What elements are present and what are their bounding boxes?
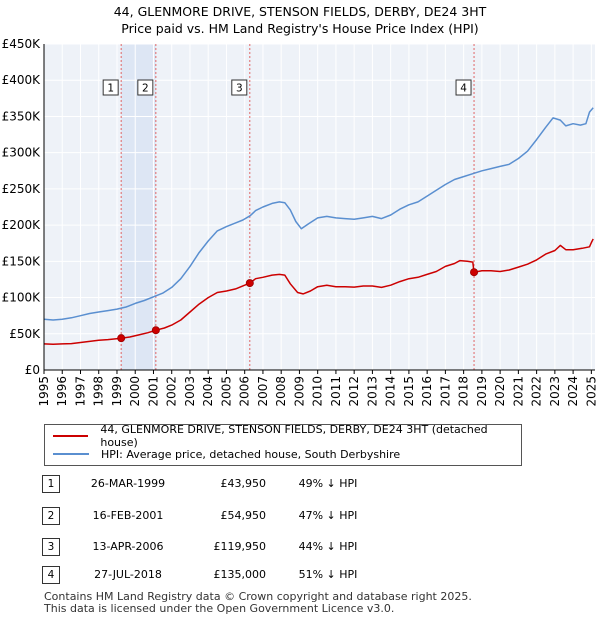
y-tick-label: £400K	[2, 73, 42, 87]
sale-price: £119,950	[213, 540, 267, 553]
sale-label: 3	[236, 83, 243, 95]
x-tick-label: 2008	[274, 376, 288, 407]
x-tick-label: 2003	[183, 376, 197, 407]
legend-property: 44, GLENMORE DRIVE, STENSON FIELDS, DERB…	[53, 423, 521, 449]
x-tick-label: 2007	[256, 376, 270, 407]
x-tick-label: 2000	[128, 376, 142, 407]
x-tick-label: 2002	[165, 376, 179, 407]
legend-hpi-line	[53, 453, 89, 455]
legend-hpi-label: HPI: Average price, detached house, Sout…	[101, 447, 401, 461]
sale-label: 2	[142, 83, 149, 95]
x-tick-label: 2018	[457, 376, 471, 407]
x-tick-label: 2023	[548, 376, 562, 407]
price-chart: £0 £50K £100K £150K £200K £250K £300K £350K £400…	[2, 37, 599, 407]
x-tick-label: 2017	[438, 376, 452, 407]
x-tick-label: 2013	[365, 376, 379, 407]
x-tick-label: 2014	[384, 376, 398, 407]
x-tick-label: 2015	[402, 376, 416, 407]
x-tick-label: 2005	[219, 376, 233, 407]
sale-number-badge: 1	[42, 475, 60, 493]
x-tick-label: 2009	[292, 376, 306, 407]
x-tick-label: 2019	[475, 376, 489, 407]
y-tick-label: £250K	[2, 182, 42, 196]
x-tick-label: 2025	[584, 376, 598, 407]
footer-licence: This data is licensed under the Open Gov…	[44, 602, 395, 615]
x-tick-label: 2022	[530, 376, 544, 407]
sale-period-shade	[121, 44, 156, 370]
sale-hpi-diff: 51% ↓ HPI	[298, 568, 358, 581]
y-tick-label: £0	[25, 363, 40, 377]
legend: 44, GLENMORE DRIVE, STENSON FIELDS, DERB…	[44, 423, 522, 466]
x-tick-label: 2016	[420, 376, 434, 407]
property-price-line	[43, 238, 594, 346]
sale-date: 16-FEB-2001	[92, 509, 164, 522]
x-tick-label: 1998	[92, 376, 106, 407]
x-tick-label: 2020	[493, 376, 507, 407]
y-tick-label: £150K	[2, 254, 42, 268]
sale-date: 13-APR-2006	[92, 540, 164, 553]
sale-hpi-diff: 49% ↓ HPI	[298, 477, 358, 490]
chart-subtitle: Price paid vs. HM Land Registry's House …	[121, 21, 479, 36]
chart-title: 44, GLENMORE DRIVE, STENSON FIELDS, DERB…	[113, 4, 487, 19]
table-row: 4 27-JUL-2018 £135,000 51% ↓ HPI	[0, 566, 600, 586]
x-tick-label: 2012	[347, 376, 361, 407]
legend-hpi: HPI: Average price, detached house, Sout…	[53, 446, 400, 462]
sale-date: 26-MAR-1999	[90, 477, 166, 490]
sale-date: 27-JUL-2018	[94, 568, 162, 581]
sale-price: £135,000	[213, 568, 267, 581]
sale-label-box	[231, 79, 248, 96]
sale-price: £43,950	[220, 477, 267, 490]
y-tick-label: £450K	[2, 37, 42, 51]
x-tick-label: 1999	[110, 376, 124, 407]
table-row: 3 13-APR-2006 £119,950 44% ↓ HPI	[0, 538, 600, 558]
x-tick-label: 1995	[37, 376, 51, 407]
sale-point	[245, 279, 254, 288]
sale-point	[151, 326, 160, 335]
sale-point	[470, 268, 479, 277]
x-tick-label: 2001	[146, 376, 160, 407]
sale-number-badge: 3	[42, 538, 60, 556]
sale-label-box	[137, 79, 154, 96]
legend-property-line	[53, 435, 89, 437]
sale-hpi-diff: 44% ↓ HPI	[298, 540, 358, 553]
sale-point	[117, 334, 126, 343]
sale-label: 4	[460, 83, 467, 95]
sale-number-badge: 2	[42, 507, 60, 525]
sale-price: £54,950	[220, 509, 267, 522]
y-tick-label: £100K	[2, 291, 42, 305]
sale-label: 1	[107, 83, 114, 95]
x-tick-label: 2024	[566, 376, 580, 407]
legend-property-label: 44, GLENMORE DRIVE, STENSON FIELDS, DERB…	[100, 423, 488, 449]
sale-hpi-diff: 47% ↓ HPI	[298, 509, 358, 522]
x-tick-label: 2011	[329, 376, 343, 407]
table-row: 1 26-MAR-1999 £43,950 49% ↓ HPI	[0, 475, 600, 495]
y-tick-label: £50K	[9, 327, 41, 341]
x-tick-label: 2004	[201, 376, 215, 407]
x-tick-label: 1996	[55, 376, 69, 407]
y-tick-label: £300K	[2, 146, 42, 160]
x-tick-label: 2006	[238, 376, 252, 407]
x-tick-label: 1997	[73, 376, 87, 407]
hpi-line	[43, 107, 594, 321]
sale-label-box	[455, 79, 472, 96]
footer-copyright: Contains HM Land Registry data © Crown c…	[44, 590, 472, 603]
y-tick-label: £350K	[2, 109, 42, 123]
sale-label-box	[102, 79, 119, 96]
x-tick-label: 2021	[511, 376, 525, 407]
table-row: 2 16-FEB-2001 £54,950 47% ↓ HPI	[0, 507, 600, 527]
y-tick-label: £200K	[2, 218, 42, 232]
x-tick-label: 2010	[311, 376, 325, 407]
sale-number-badge: 4	[42, 566, 60, 584]
